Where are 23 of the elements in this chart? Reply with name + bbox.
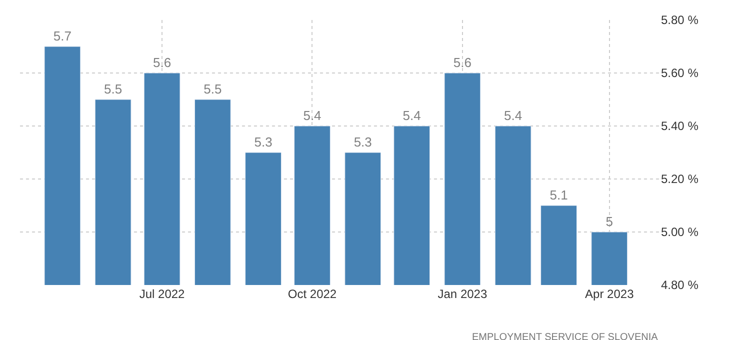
data-label: 5 [606,214,614,229]
y-tick-label: 5.40 % [661,119,699,134]
data-label: 5.7 [53,28,72,44]
data-label: 5.5 [204,82,222,96]
y-tick-label: 5.00 % [661,225,699,240]
data-label: 5.4 [402,108,421,123]
x-tick-label: Jul 2022 [139,287,186,301]
y-tick-label: 5.80 % [661,13,699,28]
data-label: 5.4 [303,108,322,123]
data-label: 5.1 [550,188,568,202]
x-tick-label: Oct 2022 [288,287,337,301]
data-label: 5.6 [153,55,172,70]
y-tick-label: 5.20 % [661,172,699,186]
data-label: 5.5 [104,82,122,96]
data-label: 5.4 [504,108,522,123]
data-label: 5.3 [354,134,372,150]
x-tick-label: Jan 2023 [438,287,488,301]
y-tick-label: 5.60 % [661,66,699,80]
data-label: 5.6 [453,55,472,70]
data-label: 5.3 [254,134,272,150]
x-tick-label: Apr 2023 [585,287,634,301]
y-tick-label: 4.80 % [661,278,699,292]
text: EMPLOYMENT SERVICE OF SLOVENIA [472,332,658,340]
